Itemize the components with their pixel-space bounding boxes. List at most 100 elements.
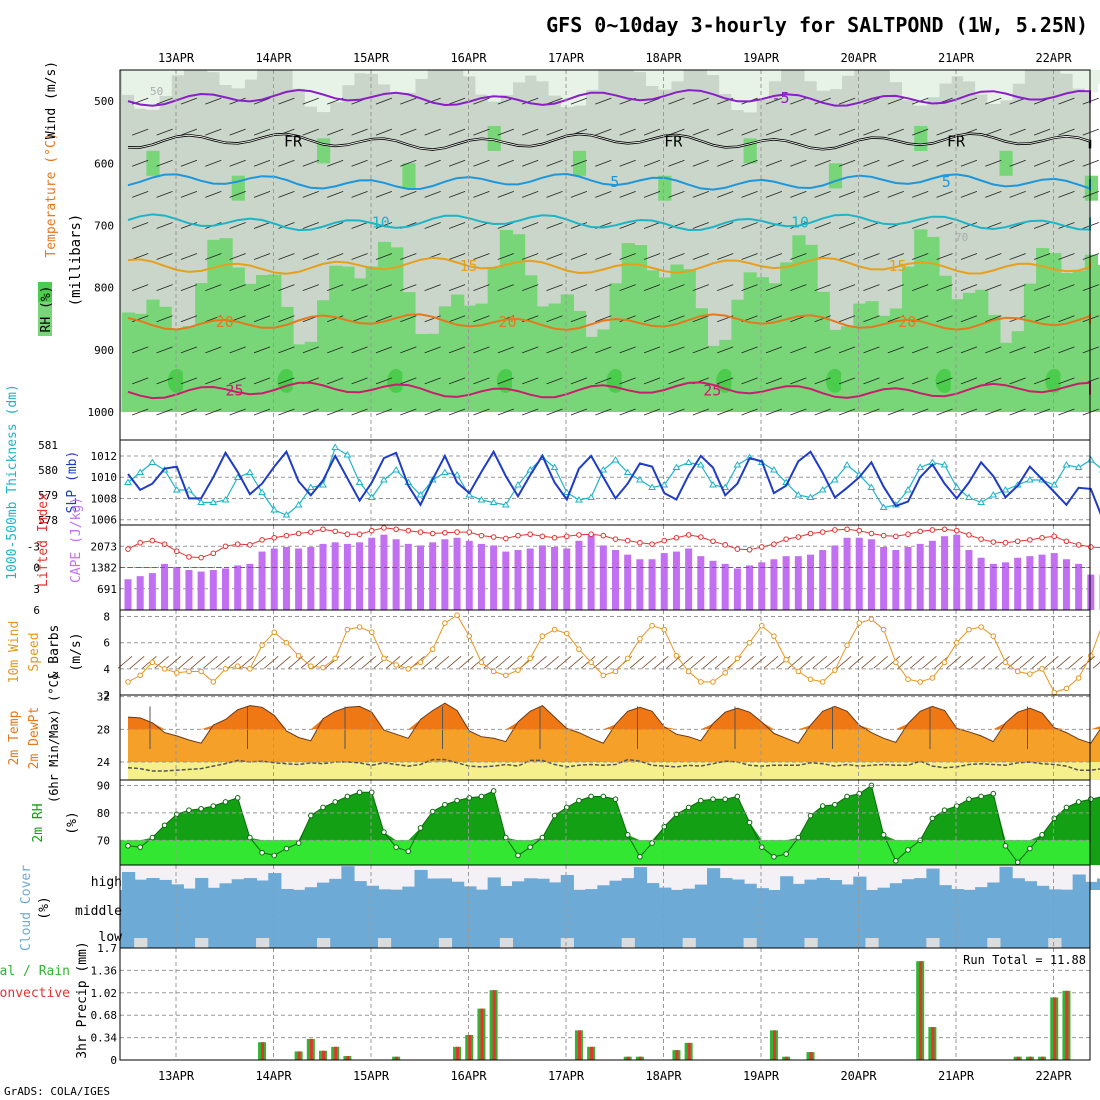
rh-moist-band [572,310,587,413]
rh2-marker [661,823,668,830]
wind-barb [960,190,978,198]
rh-moist-band [694,308,708,413]
cloud-high-bar [1011,878,1025,890]
wind10-barb [483,656,498,669]
rh2-marker [649,840,655,846]
rh-moist-band [962,292,977,413]
cloud-low-gap [1048,938,1062,948]
precip-conv-bar [590,1046,594,1060]
wind-barb [546,284,563,292]
wind-barb [156,159,173,167]
cloud-high-bar [597,885,611,890]
rh2-marker [125,843,131,849]
rh-dry-band [572,70,587,106]
wind-barb [863,222,880,229]
cape-bar [404,543,412,610]
rh-moist-band [451,294,465,413]
cape-bar [551,546,559,610]
cape-bar [1014,557,1022,610]
wind-barb [278,222,295,229]
wind-barb [448,346,466,354]
li-marker [344,531,351,538]
wind10-marker [271,629,278,636]
rh2-marker [1063,804,1070,811]
rh-moist-band [621,243,635,413]
rh-moist-band [329,265,343,413]
rh-moist-band [877,315,891,413]
cape-bar [380,534,388,610]
isotherm-line-inner [127,133,1091,151]
rh-moist-band [256,274,270,413]
precip-conv-bar [456,1046,460,1060]
rh-dry-band [122,70,136,95]
wind10-barb [129,656,145,669]
wind-barb [570,97,588,105]
rh-moist-band [146,299,160,413]
thickness-marker [514,481,522,488]
wind10-barb [556,656,572,669]
isotherm-label: 25 [703,381,721,399]
li-marker [624,537,631,544]
wind-barb [351,128,368,136]
li-marker [1051,533,1058,540]
rh-moist-band [670,264,684,413]
li-marker [417,529,424,535]
wind-barb [912,128,929,136]
temp-ytick: 28 [97,723,110,736]
wind-barb [302,159,319,167]
wind10-marker [929,675,936,681]
wind-barb [351,315,368,323]
cape-bar [855,537,863,610]
wind10-barb [763,656,779,669]
wind-barb [546,315,563,323]
li-marker [405,527,412,534]
wind-barb [619,284,636,292]
cape-bar [1075,563,1083,610]
slp-ytick: 1010 [91,471,118,484]
rh-moist-patch [1084,175,1098,201]
rh2-marker [137,844,143,850]
rh-moist-band [755,277,769,413]
li-ytick: -3 [27,540,40,553]
wind10-barb [544,656,559,669]
rh-dry-band [1060,70,1074,74]
wind-barb [132,222,149,229]
precip-conv-bar [772,1030,776,1060]
wind-barb [546,377,563,385]
wind-barb [692,408,709,416]
wind-barb [424,377,441,385]
upper-ytick: 900 [94,344,114,357]
run-total-label: Run Total = 11.88 [963,953,1086,967]
li-ytick: 3 [33,583,40,596]
rh-dry-band [1097,70,1100,85]
thickness-marker [355,478,364,485]
cape-bar [331,542,339,610]
wind10-marker [1088,652,1094,659]
wind-barb [1058,284,1075,292]
wind-barb [473,315,490,323]
wind-barb [717,346,734,354]
thickness-line [127,446,1100,516]
wind10-barb [1031,656,1047,669]
isotherm-line [127,256,1091,275]
wind-barb [960,222,978,229]
wind-barb [838,97,856,105]
wind10-marker [734,655,741,662]
wind-barb [668,315,685,323]
rh-dry-band [938,70,952,84]
li-marker [234,541,241,547]
cloud-high-bar [902,879,916,890]
wind-barb [863,377,880,385]
wind-barb [960,315,978,323]
wind10-barb [580,656,596,669]
panel-cloud-cover: high middle low Cloud Cover (%) [19,864,1100,951]
rh2-marker [271,852,278,859]
isotherm-label: 20 [898,313,916,331]
rh2-marker [953,803,960,809]
wind-barb [643,315,661,323]
rh2-marker [771,853,777,860]
panel-wind10m: 2 4 6 8 10m Wind Speed & Barbs (m/s) [7,609,1100,702]
wind10-barb [507,656,523,669]
rh2-marker [990,790,997,797]
rh-moist-band [780,262,794,413]
